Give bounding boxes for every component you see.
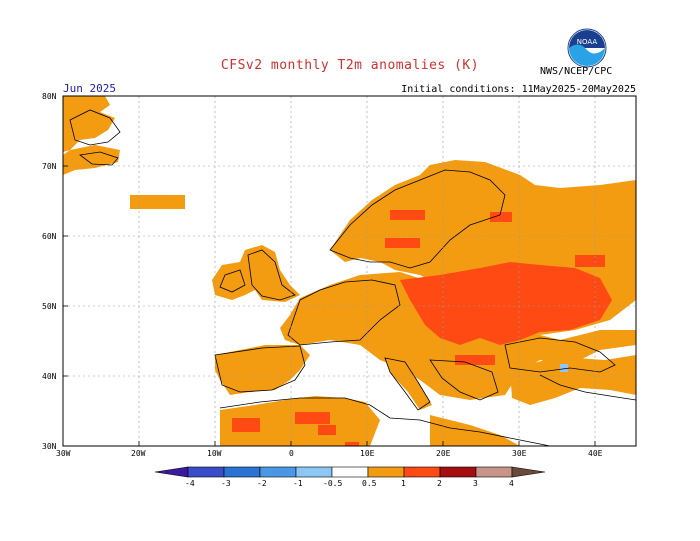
anomaly-neg-cell [560, 364, 568, 372]
chart-title: CFSv2 monthly T2m anomalies (K) [220, 58, 480, 73]
colorbar-label: -2 [257, 479, 267, 488]
lon-label: 10E [360, 449, 375, 458]
initial-conditions: Initial conditions: 11May2025-20May2025 [401, 84, 636, 95]
coastlines [69, 109, 637, 447]
colorbar-label: -3 [221, 479, 231, 488]
colorbar-label: -0.5 [323, 479, 343, 488]
colorbar [154, 466, 546, 478]
lat-label: 60N [42, 232, 57, 241]
lon-label: 20W [131, 449, 146, 458]
colorbar-arrow-right [511, 466, 546, 478]
lon-label: 30E [512, 449, 527, 458]
colorbar-label: 1 [401, 479, 406, 488]
lat-label: 70N [42, 162, 57, 171]
graticule [63, 96, 636, 446]
lat-label: 30N [42, 442, 57, 451]
lon-label: 10W [207, 449, 222, 458]
lat-label: 40N [42, 372, 57, 381]
lon-label: 30W [56, 449, 71, 458]
agency-label: NWS/NCEP/CPC [540, 66, 613, 77]
colorbar-label: 2 [437, 479, 442, 488]
lat-label: 50N [42, 302, 57, 311]
anomaly-1-2-field [232, 210, 612, 446]
forecast-month: Jun 2025 [63, 82, 116, 95]
colorbar-label: 4 [509, 479, 514, 488]
colorbar-label: 3 [473, 479, 478, 488]
lon-label: 0 [289, 449, 294, 458]
noaa-logo-icon: NOAA [567, 28, 607, 68]
lat-label: 80N [42, 92, 57, 101]
lon-label: 40E [588, 449, 603, 458]
colorbar-label: 0.5 [362, 479, 377, 488]
logo-text: NOAA [577, 38, 598, 46]
colorbar-label: -4 [185, 479, 195, 488]
map-frame [62, 95, 637, 447]
colorbar-label: -1 [293, 479, 303, 488]
colorbar-arrow-left [154, 466, 189, 478]
lon-label: 20E [436, 449, 451, 458]
axis-ticks [63, 165, 596, 446]
